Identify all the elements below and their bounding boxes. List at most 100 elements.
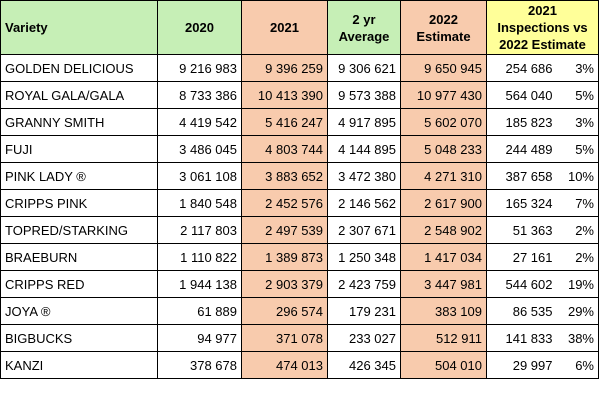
cell-2021: 2 452 576: [241, 189, 328, 217]
cell-2021: 9 396 259: [241, 54, 328, 82]
cell-percent: 5%: [556, 135, 599, 163]
cell-2021: 474 013: [241, 351, 328, 379]
cell-inspections: 387 658: [486, 162, 557, 190]
cell-percent: 2%: [556, 243, 599, 271]
cell-inspections: 185 823: [486, 108, 557, 136]
cell-inspections: 544 602: [486, 270, 557, 298]
table-row: FUJI 3 486 045 4 803 744 4 144 895 5 048 233…: [0, 135, 599, 163]
cell-variety: PINK LADY ®: [0, 162, 158, 190]
cell-2yr-average: 179 231: [327, 297, 401, 325]
cell-inspections: 27 161: [486, 243, 557, 271]
cell-2021: 296 574: [241, 297, 328, 325]
cell-inspections: 51 363: [486, 216, 557, 244]
cell-2yr-average: 9 306 621: [327, 54, 401, 82]
header-inspections-vs-estimate: 2021 Inspections vs 2022 Estimate: [486, 0, 599, 55]
cell-percent: 29%: [556, 297, 599, 325]
cell-percent: 3%: [556, 108, 599, 136]
cell-2yr-average: 2 423 759: [327, 270, 401, 298]
cell-variety: BRAEBURN: [0, 243, 158, 271]
cell-2020: 2 117 803: [157, 216, 242, 244]
apple-variety-table: Variety 2020 2021 2 yr Average 2022 Esti…: [0, 0, 599, 379]
cell-2022-estimate: 1 417 034: [400, 243, 487, 271]
cell-2022-estimate: 9 650 945: [400, 54, 487, 82]
table-row: KANZI 378 678 474 013 426 345 504 010 29 997 6…: [0, 351, 599, 379]
cell-variety: FUJI: [0, 135, 158, 163]
table-row: BRAEBURN 1 110 822 1 389 873 1 250 348 1 417…: [0, 243, 599, 271]
cell-inspections: 141 833: [486, 324, 557, 352]
header-2yr-average: 2 yr Average: [327, 0, 401, 55]
cell-percent: 19%: [556, 270, 599, 298]
cell-2020: 1 944 138: [157, 270, 242, 298]
cell-2022-estimate: 5 602 070: [400, 108, 487, 136]
cell-2yr-average: 233 027: [327, 324, 401, 352]
table-row: CRIPPS PINK 1 840 548 2 452 576 2 146 562 2 …: [0, 189, 599, 217]
cell-2022-estimate: 10 977 430: [400, 81, 487, 109]
cell-2020: 3 486 045: [157, 135, 242, 163]
cell-inspections: 165 324: [486, 189, 557, 217]
cell-inspections: 86 535: [486, 297, 557, 325]
cell-percent: 7%: [556, 189, 599, 217]
cell-variety: JOYA ®: [0, 297, 158, 325]
cell-inspections: 564 040: [486, 81, 557, 109]
header-2021: 2021: [241, 0, 328, 55]
table-row: PINK LADY ® 3 061 108 3 883 652 3 472 380 4 …: [0, 162, 599, 190]
cell-percent: 2%: [556, 216, 599, 244]
cell-2021: 10 413 390: [241, 81, 328, 109]
cell-2020: 1 840 548: [157, 189, 242, 217]
cell-percent: 5%: [556, 81, 599, 109]
cell-2021: 3 883 652: [241, 162, 328, 190]
cell-2yr-average: 9 573 388: [327, 81, 401, 109]
cell-percent: 6%: [556, 351, 599, 379]
cell-2yr-average: 2 146 562: [327, 189, 401, 217]
cell-variety: CRIPPS PINK: [0, 189, 158, 217]
table-row: GRANNY SMITH 4 419 542 5 416 247 4 917 895 5…: [0, 108, 599, 136]
cell-inspections: 254 686: [486, 54, 557, 82]
cell-2021: 5 416 247: [241, 108, 328, 136]
header-2020: 2020: [157, 0, 242, 55]
cell-inspections: 244 489: [486, 135, 557, 163]
cell-2020: 61 889: [157, 297, 242, 325]
cell-variety: KANZI: [0, 351, 158, 379]
cell-2020: 1 110 822: [157, 243, 242, 271]
cell-2020: 3 061 108: [157, 162, 242, 190]
cell-2020: 94 977: [157, 324, 242, 352]
cell-2yr-average: 1 250 348: [327, 243, 401, 271]
cell-2022-estimate: 383 109: [400, 297, 487, 325]
table-row: CRIPPS RED 1 944 138 2 903 379 2 423 759 3 4…: [0, 270, 599, 298]
cell-2021: 1 389 873: [241, 243, 328, 271]
cell-variety: BIGBUCKS: [0, 324, 158, 352]
cell-variety: ROYAL GALA/GALA: [0, 81, 158, 109]
cell-inspections: 29 997: [486, 351, 557, 379]
header-variety: Variety: [0, 0, 158, 55]
cell-2021: 371 078: [241, 324, 328, 352]
header-row: Variety 2020 2021 2 yr Average 2022 Esti…: [0, 0, 599, 55]
cell-variety: TOPRED/STARKING: [0, 216, 158, 244]
table-row: ROYAL GALA/GALA 8 733 386 10 413 390 9 573 …: [0, 81, 599, 109]
cell-2022-estimate: 512 911: [400, 324, 487, 352]
header-avg-line1: 2 yr: [352, 11, 376, 27]
cell-2021: 4 803 744: [241, 135, 328, 163]
table-row: BIGBUCKS 94 977 371 078 233 027 512 911 141 8…: [0, 324, 599, 352]
cell-2022-estimate: 4 271 310: [400, 162, 487, 190]
cell-2021: 2 497 539: [241, 216, 328, 244]
header-avg-line2: Average: [338, 28, 390, 44]
cell-percent: 3%: [556, 54, 599, 82]
cell-2yr-average: 4 144 895: [327, 135, 401, 163]
cell-variety: CRIPPS RED: [0, 270, 158, 298]
cell-2yr-average: 4 917 895: [327, 108, 401, 136]
header-2022-estimate: 2022 Estimate: [400, 0, 487, 55]
cell-percent: 38%: [556, 324, 599, 352]
table-row: GOLDEN DELICIOUS 9 216 983 9 396 259 9 306 …: [0, 54, 599, 82]
header-insp-line2: 2022 Estimate: [499, 37, 586, 52]
table-row: TOPRED/STARKING 2 117 803 2 497 539 2 307 6…: [0, 216, 599, 244]
cell-variety: GRANNY SMITH: [0, 108, 158, 136]
cell-2022-estimate: 2 548 902: [400, 216, 487, 244]
header-insp-line1: 2021 Inspections vs: [497, 3, 588, 35]
cell-2022-estimate: 2 617 900: [400, 189, 487, 217]
cell-2020: 8 733 386: [157, 81, 242, 109]
cell-2yr-average: 426 345: [327, 351, 401, 379]
cell-2022-estimate: 3 447 981: [400, 270, 487, 298]
cell-2020: 4 419 542: [157, 108, 242, 136]
cell-2021: 2 903 379: [241, 270, 328, 298]
cell-2yr-average: 2 307 671: [327, 216, 401, 244]
